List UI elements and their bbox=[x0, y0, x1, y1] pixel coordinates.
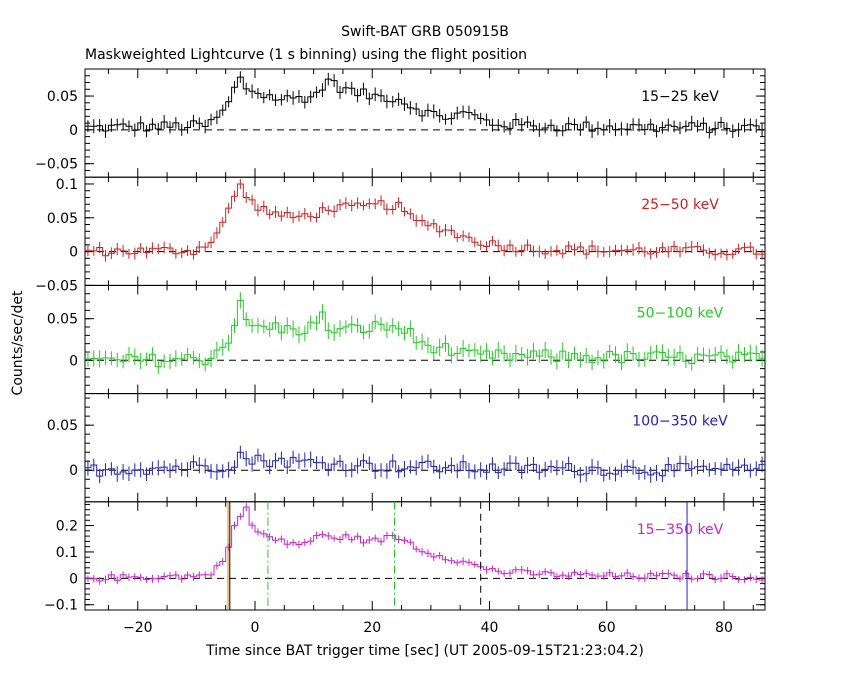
lightcurve-step-path bbox=[85, 506, 765, 582]
band-label: 25−50 keV bbox=[641, 197, 719, 213]
x-tick-label: −20 bbox=[123, 620, 153, 636]
x-axis-label: Time since BAT trigger time [sec] (UT 20… bbox=[205, 643, 644, 659]
y-tick-label: 0 bbox=[69, 571, 78, 587]
band-label: 15−25 keV bbox=[641, 89, 719, 105]
panel-0: 0.05 0 −0.05 15−25 keV bbox=[35, 68, 766, 178]
lightcurve-4 bbox=[85, 503, 765, 585]
y-tick-label: 0.1 bbox=[56, 177, 78, 193]
band-label: 100−350 keV bbox=[632, 414, 728, 430]
y-tick-label: −0.05 bbox=[35, 278, 78, 294]
lightcurve-3 bbox=[85, 445, 765, 484]
y-tick-label: 0.2 bbox=[56, 519, 78, 535]
panel-frame bbox=[84, 68, 766, 178]
panel-4: 0.2 0.1 0 −0.1 15−350 keV bbox=[44, 501, 766, 614]
y-tick-label: −0.05 bbox=[35, 157, 78, 173]
panel-2: 0.05 0 50−100 keV bbox=[47, 284, 766, 395]
panel-frame bbox=[84, 501, 766, 611]
panel-frame bbox=[84, 393, 766, 503]
band-label: 50−100 keV bbox=[637, 305, 724, 321]
panel-frame bbox=[84, 284, 766, 395]
x-tick-label: 20 bbox=[363, 620, 381, 636]
chart-title: Swift-BAT GRB 050915B bbox=[341, 24, 509, 40]
lightcurve-0 bbox=[85, 71, 765, 139]
x-tick-label: 80 bbox=[715, 620, 733, 636]
y-tick-label: 0 bbox=[69, 353, 78, 369]
lightcurve-1 bbox=[85, 179, 765, 262]
lightcurve-2 bbox=[85, 292, 765, 374]
y-tick-label: 0.05 bbox=[47, 211, 78, 227]
time-markers-group bbox=[227, 501, 688, 610]
lightcurve-step-path bbox=[85, 183, 765, 257]
lightcurve-step-path bbox=[85, 76, 765, 133]
y-tick-label: 0 bbox=[69, 245, 78, 261]
y-tick-label: 0.05 bbox=[47, 89, 78, 105]
lightcurve-step-path bbox=[85, 299, 765, 368]
x-tick-label: 60 bbox=[598, 620, 616, 636]
y-axis-label: Counts/sec/det bbox=[10, 290, 26, 395]
panel-frame bbox=[84, 176, 766, 286]
panel-3: 0.05 0 100−350 keV bbox=[47, 393, 766, 503]
panel-1: 0.1 0.05 0 −0.05 25−50 keV bbox=[35, 176, 766, 294]
y-tick-label: 0 bbox=[69, 123, 78, 139]
y-tick-label: 0.1 bbox=[56, 545, 78, 561]
lightcurve-step-path bbox=[85, 451, 765, 477]
chart-subtitle: Maskweighted Lightcurve (1 s binning) us… bbox=[85, 47, 527, 63]
y-tick-label: −0.1 bbox=[44, 598, 78, 614]
band-label: 15−350 keV bbox=[637, 522, 724, 538]
y-tick-label: 0.05 bbox=[47, 418, 78, 434]
x-tick-label: 0 bbox=[251, 620, 260, 636]
x-tick-labels-group: −20 0 20 40 60 80 bbox=[123, 620, 733, 636]
y-tick-label: 0.05 bbox=[47, 312, 78, 328]
x-tick-label: 40 bbox=[481, 620, 499, 636]
y-tick-label: 0 bbox=[69, 463, 78, 479]
panels-group: 0.05 0 −0.05 15−25 keV 0.1 0.05 0 −0.05 25−50 ke… bbox=[35, 68, 766, 614]
